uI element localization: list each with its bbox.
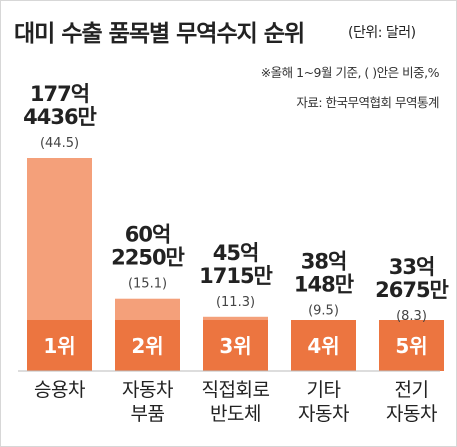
value-label: 60억 <box>125 223 171 247</box>
rank-band <box>27 320 92 371</box>
value-label: 33억 <box>389 255 435 279</box>
value-label: 4436만 <box>23 105 96 129</box>
category-label: 자동차 <box>386 403 437 425</box>
rank-label: 1위 <box>43 334 75 358</box>
rank-band <box>379 320 444 371</box>
category-label: 부품 <box>131 403 165 425</box>
share-label: (8.3) <box>396 309 427 324</box>
share-label: (44.5) <box>40 136 79 151</box>
category-label: 기타 <box>307 379 341 401</box>
category-label: 반도체 <box>210 403 261 425</box>
unit-label: (단위: 달러) <box>348 25 416 41</box>
value-label: 45억 <box>213 241 259 265</box>
note-basis: ※올해 1~9월 기준, ( )안은 비중,% <box>260 65 440 80</box>
category-label: 전기 <box>395 379 429 401</box>
category-label: 자동차 <box>122 379 173 401</box>
rank-band <box>115 320 180 371</box>
category-label: 직접회로 <box>202 379 270 401</box>
note-source: 자료: 한국무역협회 무역통계 <box>296 95 439 110</box>
value-label: 177억 <box>30 82 89 106</box>
value-label: 38억 <box>301 249 347 273</box>
share-label: (11.3) <box>216 295 255 310</box>
share-label: (15.1) <box>128 277 167 292</box>
chart-title: 대미 수출 품목별 무역수지 순위 <box>14 21 305 47</box>
rank-band <box>203 320 268 371</box>
value-label: 2675만 <box>375 278 448 302</box>
rank-label: 3위 <box>219 334 251 358</box>
share-label: (9.5) <box>308 303 339 318</box>
rank-label: 2위 <box>131 334 163 358</box>
value-label: 2250만 <box>111 246 184 270</box>
category-label: 승용차 <box>34 379 85 401</box>
rank-label: 5위 <box>395 334 427 358</box>
rank-label: 4위 <box>307 334 339 358</box>
category-label: 자동차 <box>298 403 349 425</box>
value-label: 1715만 <box>199 264 272 288</box>
value-label: 148만 <box>294 272 354 296</box>
rank-band <box>291 320 356 371</box>
